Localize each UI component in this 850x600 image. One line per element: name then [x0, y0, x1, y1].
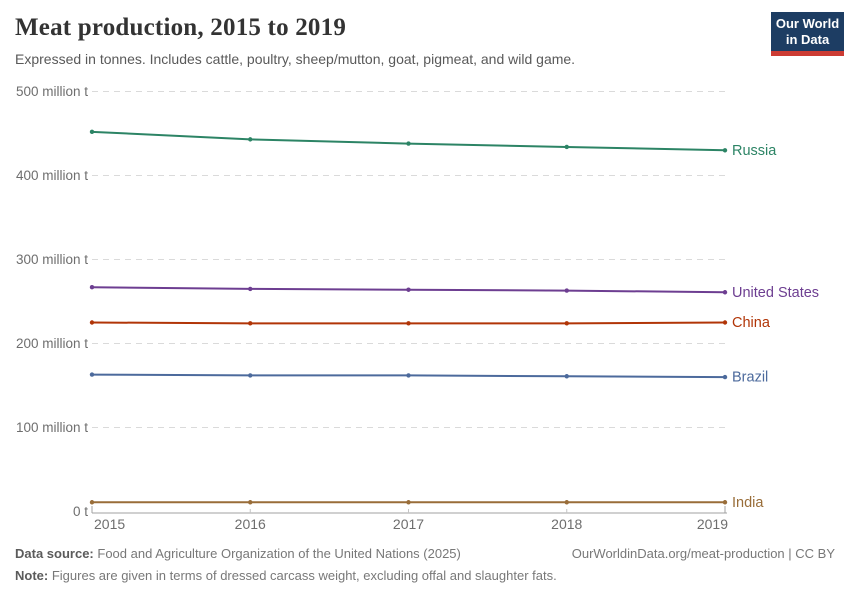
- series-label-united-states[interactable]: United States: [732, 285, 819, 301]
- x-tick-label: 2018: [551, 516, 582, 532]
- series-point: [89, 129, 95, 135]
- chart-subtitle: Expressed in tonnes. Includes cattle, po…: [15, 51, 576, 67]
- series-point: [722, 374, 728, 380]
- series-point: [248, 286, 253, 292]
- owid-logo-line2: in Data: [785, 32, 830, 47]
- series-point: [248, 137, 253, 142]
- series-point: [248, 500, 253, 505]
- series-label-india[interactable]: India: [732, 495, 764, 511]
- owid-logo-line1: Our World: [775, 16, 840, 31]
- data-source-label: Data source:: [15, 546, 94, 561]
- series-point: [248, 373, 253, 378]
- series-point: [564, 321, 569, 326]
- series-point: [406, 287, 411, 292]
- note-label: Note:: [15, 568, 49, 583]
- y-tick-label: 300 million t: [16, 252, 88, 267]
- y-tick-label: 200 million t: [16, 336, 88, 351]
- series-point: [89, 285, 95, 290]
- series-line-russia[interactable]: [91, 130, 726, 152]
- owid-link[interactable]: OurWorldinData.org/meat-production | CC …: [571, 546, 835, 561]
- x-tick-label: 2016: [235, 516, 266, 532]
- chart-footer: Data source: Food and Agriculture Organi…: [15, 546, 835, 583]
- note-text: Figures are given in terms of dressed ca…: [51, 568, 557, 583]
- y-tick-label: 100 million t: [16, 420, 88, 435]
- series-point: [564, 288, 569, 293]
- series-point: [722, 290, 728, 295]
- series-point: [564, 144, 569, 150]
- x-tick-label: 2017: [393, 516, 424, 532]
- series-point: [722, 148, 728, 153]
- note-line: Note: Figures are given in terms of dres…: [15, 568, 835, 583]
- page-title: Meat production, 2015 to 2019: [15, 14, 347, 41]
- series-point: [564, 374, 569, 379]
- series-label-brazil[interactable]: Brazil: [732, 370, 768, 386]
- data-source-text: Food and Agriculture Organization of the…: [97, 546, 461, 561]
- data-source-line: Data source: Food and Agriculture Organi…: [15, 546, 461, 561]
- series-point: [89, 320, 95, 325]
- series-label-china[interactable]: China: [732, 315, 771, 331]
- series-point: [406, 321, 411, 326]
- series-point: [248, 321, 253, 326]
- series-point: [89, 372, 95, 377]
- owid-logo[interactable]: Our World in Data: [771, 12, 844, 56]
- y-tick-label: 0 t: [73, 504, 88, 519]
- y-tick-label: 400 million t: [16, 168, 88, 183]
- series-point: [722, 500, 728, 505]
- series-point: [89, 500, 95, 505]
- series-label-russia[interactable]: Russia: [732, 143, 777, 159]
- x-tick-label: 2015: [94, 516, 125, 532]
- series-point: [406, 141, 411, 146]
- series-point: [406, 373, 411, 378]
- series-point: [564, 500, 569, 505]
- y-tick-label: 500 million t: [16, 84, 88, 99]
- x-tick-label: 2019: [697, 516, 728, 532]
- chart-header: Meat production, 2015 to 2019 Expressed …: [15, 14, 755, 67]
- series-point: [406, 500, 411, 505]
- series-point: [722, 320, 728, 325]
